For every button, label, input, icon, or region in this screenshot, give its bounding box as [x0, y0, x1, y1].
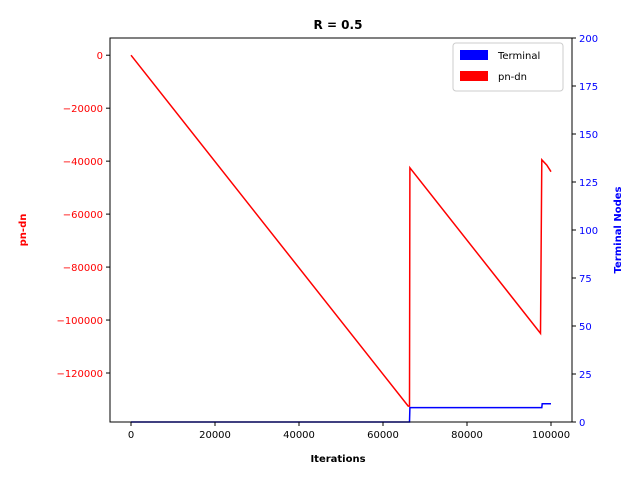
- x-axis-title: Iterations: [310, 454, 365, 465]
- legend-swatch-pn-dn: [460, 71, 488, 81]
- y-left-tick-label: −40000: [63, 157, 103, 168]
- series-line-terminal: [131, 403, 551, 423]
- legend-swatch-terminal: [460, 50, 488, 60]
- y-right-tick-label: 0: [579, 418, 585, 429]
- plot-lines: [130, 54, 552, 423]
- x-tick-label: 80000: [451, 430, 483, 441]
- y-left-axis-ticks: 0 −20000 −40000 −60000 −80000 −100000 −120000: [56, 51, 110, 380]
- x-tick-label: 0: [128, 430, 134, 441]
- y-right-tick-label: 175: [579, 82, 598, 93]
- x-tick-label: 40000: [283, 430, 315, 441]
- y-left-tick-label: 0: [97, 51, 103, 62]
- y-right-axis-title: Terminal Nodes: [613, 186, 624, 273]
- x-tick-label: 100000: [532, 430, 570, 441]
- y-right-tick-label: 100: [579, 226, 598, 237]
- y-right-axis-ticks: 0 25 50 75 100 125 150 175 200: [572, 34, 598, 429]
- y-left-axis-title: pn-dn: [18, 214, 29, 247]
- y-right-tick-label: 150: [579, 130, 598, 141]
- x-tick-label: 60000: [367, 430, 399, 441]
- series-line-pn-dn: [130, 54, 552, 407]
- legend-label-terminal: Terminal: [497, 51, 540, 62]
- y-right-tick-label: 125: [579, 178, 598, 189]
- y-left-tick-label: −20000: [63, 104, 103, 115]
- x-axis-ticks: 0 20000 40000 60000 80000 100000: [128, 422, 570, 441]
- y-left-tick-label: −120000: [56, 369, 103, 380]
- plot-frame: [109, 37, 573, 423]
- y-left-tick-label: −60000: [63, 210, 103, 221]
- y-right-tick-label: 75: [579, 274, 592, 285]
- x-tick-label: 20000: [199, 430, 231, 441]
- chart-title: R = 0.5: [314, 18, 363, 32]
- y-right-tick-label: 50: [579, 322, 592, 333]
- legend-label-pn-dn: pn-dn: [498, 72, 527, 83]
- y-right-tick-label: 25: [579, 370, 592, 381]
- y-right-tick-label: 200: [579, 34, 598, 45]
- y-left-tick-label: −80000: [63, 263, 103, 274]
- legend: Terminal pn-dn: [452, 42, 564, 92]
- y-left-tick-label: −100000: [56, 316, 103, 327]
